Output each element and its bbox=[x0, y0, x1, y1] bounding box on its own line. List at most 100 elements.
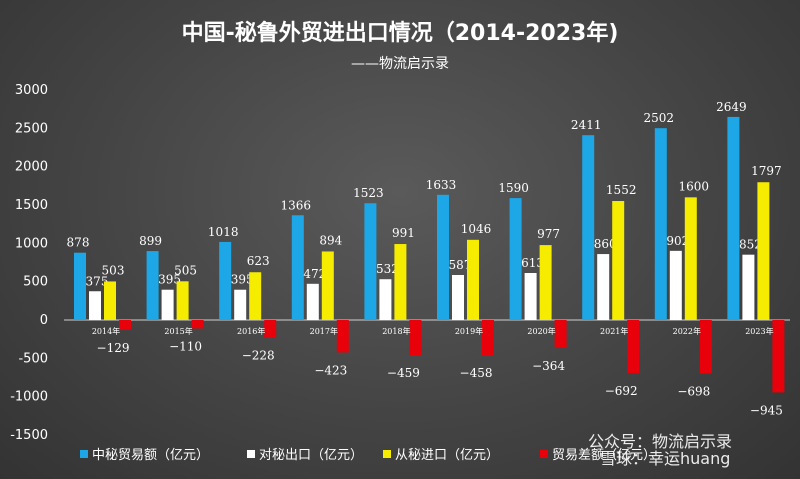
y-tick-label: -1000 bbox=[10, 390, 48, 405]
data-label-export: 852 bbox=[739, 238, 762, 252]
data-label-trade-volume: 1590 bbox=[498, 181, 529, 195]
data-label-import: 1552 bbox=[606, 183, 637, 197]
data-label-export: 902 bbox=[666, 234, 689, 248]
watermark-line2: 雪球：幸运huang bbox=[600, 449, 730, 468]
bar-balance bbox=[191, 320, 204, 329]
bar-balance bbox=[554, 320, 567, 348]
data-label-trade-volume: 2502 bbox=[644, 111, 675, 125]
bar-import bbox=[176, 281, 189, 320]
x-tick-label: 2020年 bbox=[527, 326, 555, 336]
x-tick-label: 2018年 bbox=[382, 326, 410, 336]
bar-export bbox=[89, 291, 101, 320]
bar-balance bbox=[264, 320, 277, 338]
data-label-trade-volume: 878 bbox=[67, 236, 90, 250]
bar-import bbox=[394, 244, 407, 320]
legend-label-trade-volume: 中秘贸易额（亿元） bbox=[92, 448, 209, 463]
bar-export bbox=[669, 250, 682, 320]
y-tick-label: 2000 bbox=[15, 160, 48, 175]
y-tick-label: 500 bbox=[23, 275, 48, 290]
y-axis: -1500 -1000 -500 0 500 1000 1500 2000 2500 3000 bbox=[10, 83, 790, 443]
data-label-balance: −458 bbox=[460, 366, 493, 380]
x-tick-label: 2016年 bbox=[237, 326, 265, 336]
data-label-trade-volume: 1523 bbox=[353, 186, 384, 200]
legend-label-balance: 贸易差额（亿元） bbox=[552, 448, 656, 463]
data-label-export: 587 bbox=[449, 258, 472, 272]
x-tick-label: 2019年 bbox=[455, 326, 483, 336]
bar-export bbox=[234, 289, 247, 320]
bar-export bbox=[306, 283, 319, 320]
bar-import bbox=[467, 239, 479, 320]
data-label-import: 1600 bbox=[679, 179, 710, 193]
bar-import bbox=[612, 201, 625, 320]
data-label-export: 395 bbox=[158, 273, 181, 287]
y-tick-label: 2500 bbox=[15, 121, 48, 136]
data-label-balance: −364 bbox=[532, 359, 565, 373]
legend-swatch-trade-volume bbox=[80, 450, 88, 458]
data-label-trade-volume: 1018 bbox=[208, 225, 239, 239]
bar-balance bbox=[482, 320, 494, 356]
data-label-export: 860 bbox=[594, 237, 617, 251]
chart-subtitle: ——物流启示录 bbox=[351, 56, 449, 72]
bar-export bbox=[742, 254, 755, 320]
x-tick-label: 2023年 bbox=[745, 326, 773, 336]
data-label-balance: −692 bbox=[605, 384, 638, 398]
data-label-balance: −698 bbox=[677, 385, 710, 399]
data-label-import: 894 bbox=[319, 233, 342, 247]
data-label-import: 623 bbox=[247, 254, 270, 268]
data-label-import: 1046 bbox=[461, 222, 492, 236]
bar-import bbox=[321, 251, 334, 320]
bar-balance bbox=[119, 320, 131, 330]
legend-swatch-export bbox=[247, 450, 255, 458]
bar-balance bbox=[772, 320, 785, 393]
x-axis: 2014年 2015年 2016年 2017年 2018年 2019年 2020年 2021年… bbox=[92, 326, 774, 336]
data-label-export: 395 bbox=[231, 273, 254, 287]
data-label-balance: −459 bbox=[387, 366, 420, 380]
watermark-line1: 公众号：物流启示录 bbox=[588, 432, 732, 451]
data-label-import: 991 bbox=[392, 226, 415, 240]
bar-export bbox=[452, 274, 464, 320]
bar-trade-volume bbox=[582, 135, 595, 320]
bar-balance bbox=[336, 320, 349, 353]
y-tick-label: -1500 bbox=[10, 428, 48, 443]
bar-trade-volume bbox=[727, 116, 740, 320]
legend-swatch-balance bbox=[540, 450, 548, 458]
legend-label-export: 对秘出口（亿元） bbox=[259, 448, 363, 463]
data-label-balance: −228 bbox=[242, 348, 275, 362]
y-tick-label: 0 bbox=[40, 313, 48, 328]
bar-export bbox=[597, 254, 610, 320]
data-label-export: 532 bbox=[376, 262, 399, 276]
bar-trade-volume bbox=[364, 203, 377, 320]
x-tick-label: 2014年 bbox=[92, 326, 120, 336]
x-tick-label: 2015年 bbox=[164, 326, 192, 336]
y-tick-label: 3000 bbox=[15, 83, 48, 98]
data-label-import: 977 bbox=[537, 227, 560, 241]
bar-balance bbox=[627, 320, 640, 374]
bar-trade-volume bbox=[146, 251, 159, 320]
bar-import bbox=[684, 197, 697, 320]
data-label-trade-volume: 2411 bbox=[571, 118, 602, 132]
x-tick-label: 2021年 bbox=[600, 326, 628, 336]
data-label-export: 472 bbox=[303, 267, 326, 281]
x-tick-label: 2017年 bbox=[310, 326, 338, 336]
data-label-import: 503 bbox=[102, 263, 125, 277]
x-tick-label: 2022年 bbox=[673, 326, 701, 336]
y-tick-label: 1500 bbox=[15, 198, 48, 213]
bar-trade-volume bbox=[437, 194, 449, 320]
bar-export bbox=[161, 289, 174, 320]
legend-swatch-import bbox=[383, 450, 391, 458]
data-label-trade-volume: 2649 bbox=[716, 100, 747, 114]
data-label-balance: −110 bbox=[169, 339, 202, 353]
bar-trade-volume bbox=[219, 241, 232, 320]
data-label-balance: −129 bbox=[97, 341, 130, 355]
data-label-import: 1797 bbox=[751, 164, 782, 178]
data-label-trade-volume: 1633 bbox=[426, 178, 457, 192]
data-label-balance: −945 bbox=[750, 403, 783, 417]
bar-trade-volume bbox=[654, 128, 667, 320]
bar-balance bbox=[699, 320, 712, 374]
bars-group: 878375503−129899395505−1101018395623−228… bbox=[67, 100, 785, 417]
data-label-trade-volume: 899 bbox=[139, 234, 162, 248]
bar-trade-volume bbox=[74, 252, 86, 320]
legend-label-import: 从秘进口（亿元） bbox=[395, 448, 499, 463]
